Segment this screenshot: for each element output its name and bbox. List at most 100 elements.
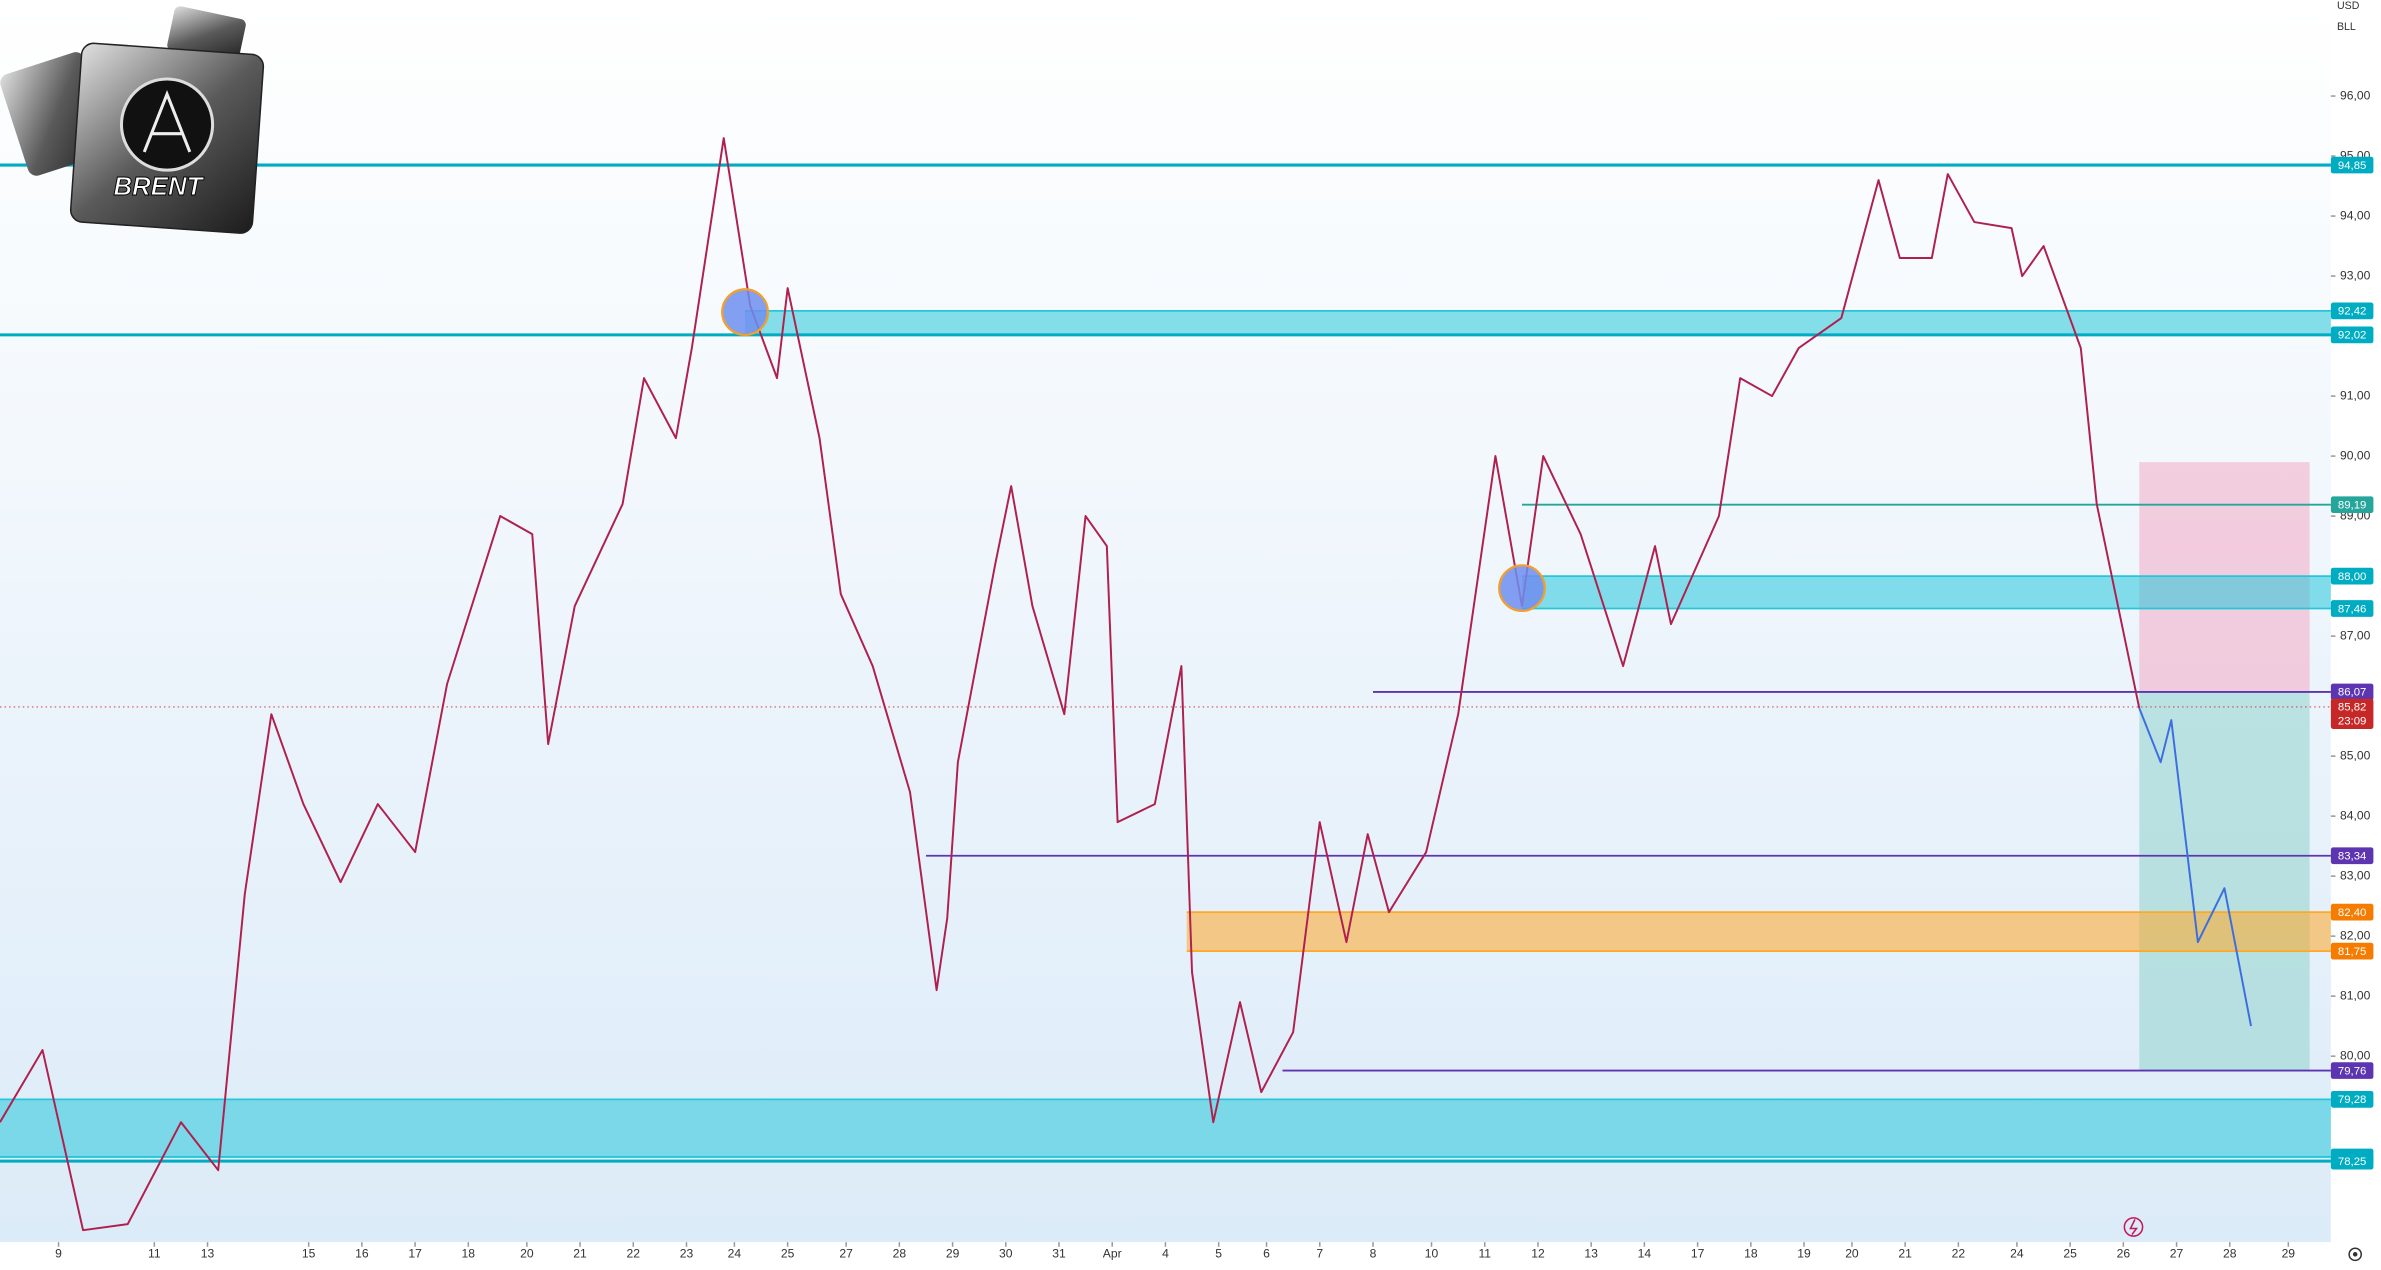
marker-circle	[1498, 564, 1546, 613]
zone	[745, 310, 2331, 335]
x-tick-label: 17	[1691, 1247, 1705, 1261]
x-tick-label: 30	[999, 1247, 1013, 1261]
x-tick-label: 11	[148, 1247, 161, 1261]
currency[interactable]: USD	[2337, 0, 2360, 12]
x-tick-label: 29	[946, 1247, 960, 1261]
price-tag	[2330, 326, 2374, 344]
x-tick-label: 27	[839, 1247, 853, 1261]
price-tag	[2330, 496, 2374, 514]
x-tick-label: 24	[2010, 1247, 2024, 1261]
price-line	[2138, 707, 2252, 1027]
price-tag	[2330, 302, 2374, 320]
zone	[0, 1099, 2331, 1157]
countdown: 23:09	[2338, 715, 2366, 727]
x-tick-label: 20	[520, 1247, 534, 1261]
price-tag-label: 87,46	[2338, 603, 2366, 615]
price-tag	[2330, 567, 2374, 585]
x-tick-label: 13	[201, 1247, 215, 1261]
lightning-icon[interactable]	[2123, 1217, 2144, 1237]
current-price-label: 85,82	[2338, 702, 2366, 714]
price-line	[0, 137, 2141, 1232]
logo-drop	[119, 77, 215, 172]
logo-rig	[142, 90, 192, 153]
y-tick-label: 85,00	[2340, 748, 2371, 762]
x-tick-label: 28	[893, 1247, 907, 1261]
x-tick-label: 23	[680, 1247, 694, 1261]
y-tick-label: 83,00	[2340, 868, 2371, 882]
layers: 80,0081,0082,0083,0084,0085,0086,0087,00…	[0, 88, 2374, 1261]
price-tag	[2330, 1062, 2374, 1079]
price-tag-label: 79,76	[2338, 1065, 2366, 1077]
x-tick-label: 9	[55, 1247, 62, 1261]
price-tag-label: 81,75	[2338, 946, 2366, 958]
x-tick-label: 18	[1744, 1247, 1758, 1261]
x-tick-label: 18	[462, 1247, 476, 1261]
price-tag	[2330, 1152, 2374, 1170]
plot-background	[0, 0, 2331, 1243]
x-tick-label: 8	[1370, 1247, 1377, 1261]
x-tick-label: 27	[2170, 1247, 2184, 1261]
price-axis	[2330, 0, 2381, 1265]
x-tick-label: 25	[2063, 1247, 2077, 1261]
price-tag	[2330, 156, 2374, 174]
zone	[1521, 576, 2331, 609]
y-tick-label: 91,00	[2340, 388, 2371, 402]
time-axis	[0, 1242, 2331, 1265]
price-tag	[2330, 683, 2374, 701]
zone	[1186, 912, 2331, 952]
y-tick-label: 96,00	[2340, 88, 2371, 102]
price-tag-label: 78,25	[2338, 1156, 2366, 1168]
x-tick-label: 24	[728, 1247, 742, 1261]
price-tag-label: 92,02	[2338, 330, 2366, 342]
x-tick-label: 14	[1638, 1247, 1652, 1261]
x-tick-label: 20	[1845, 1247, 1859, 1261]
x-tick-label: 11	[1478, 1247, 1491, 1261]
y-tick-label: 90,00	[2340, 448, 2371, 462]
logo: BRENT	[0, 6, 265, 234]
x-tick-label: 31	[1052, 1247, 1066, 1261]
y-tick-label: 81,00	[2340, 988, 2371, 1002]
price-tag	[2330, 1091, 2374, 1108]
x-tick-label: 29	[2282, 1247, 2296, 1261]
x-tick-label: Apr	[1103, 1247, 1122, 1261]
x-tick-label: 10	[1425, 1247, 1439, 1261]
x-tick-label: 15	[302, 1247, 316, 1261]
x-tick-label: 22	[1952, 1247, 1966, 1261]
price-tag-label: 88,00	[2338, 571, 2366, 583]
price-tag-label: 82,40	[2338, 907, 2366, 919]
price-tag-label: 83,34	[2338, 850, 2366, 862]
x-tick-label: 25	[781, 1247, 795, 1261]
price-tag-label: 89,19	[2338, 499, 2366, 511]
y-tick-label: 93,00	[2340, 268, 2371, 282]
y-tick-label: 82,00	[2340, 928, 2371, 942]
y-tick-label: 80,00	[2340, 1048, 2371, 1062]
price-tag-label: 79,28	[2338, 1094, 2366, 1106]
y-tick-label: 94,00	[2340, 208, 2371, 222]
price-tag-label: 94,85	[2338, 160, 2366, 172]
price-tag-label: 92,42	[2338, 306, 2366, 318]
price-tag	[2330, 847, 2374, 865]
price-tag	[2330, 600, 2374, 617]
price-tag	[2330, 942, 2374, 960]
x-tick-label: 12	[1531, 1247, 1545, 1261]
x-tick-label: 22	[627, 1247, 641, 1261]
y-tick-label: 84,00	[2340, 808, 2371, 822]
x-tick-label: 28	[2223, 1247, 2237, 1261]
settings-icon[interactable]	[2348, 1247, 2363, 1262]
x-tick-label: 19	[1797, 1247, 1811, 1261]
x-tick-label: 16	[355, 1247, 369, 1261]
target-zone	[2139, 691, 2310, 1071]
x-tick-label: 6	[1263, 1247, 1270, 1261]
price-tag	[2330, 903, 2374, 921]
x-tick-label: 26	[2117, 1247, 2131, 1261]
price-tag-label: 86,07	[2338, 687, 2366, 699]
marker-circle	[721, 288, 769, 336]
current-price-tag	[2330, 698, 2374, 729]
x-tick-label: 4	[1162, 1247, 1169, 1261]
x-tick-label: 13	[1584, 1247, 1598, 1261]
x-tick-label: 7	[1316, 1247, 1323, 1261]
unit[interactable]: BLL	[2337, 21, 2356, 33]
logo-text: BRENT	[113, 173, 204, 201]
x-tick-label: 21	[1898, 1247, 1912, 1261]
